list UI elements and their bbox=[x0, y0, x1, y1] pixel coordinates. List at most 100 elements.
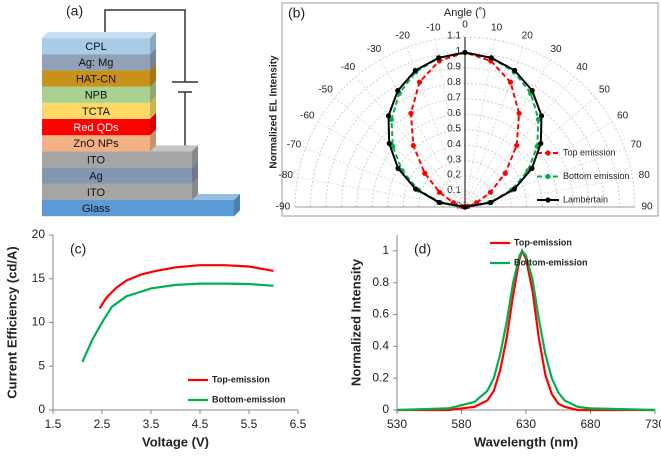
layer-side bbox=[150, 113, 156, 136]
layer bbox=[42, 70, 150, 87]
data-point bbox=[436, 189, 443, 195]
data-point bbox=[462, 49, 468, 56]
layer-side-shade bbox=[192, 145, 198, 168]
data-point bbox=[462, 204, 468, 210]
x-tick-label: 3.5 bbox=[143, 417, 160, 431]
r-tick-label: 0.3 bbox=[447, 154, 461, 165]
data-point bbox=[535, 116, 542, 122]
layer-side bbox=[150, 48, 156, 71]
x-tick-label: 4.5 bbox=[192, 417, 209, 431]
chart-title: Angle (˚) bbox=[444, 7, 486, 19]
panel-frame bbox=[281, 2, 659, 217]
y-axis-title: Normalized Intensity bbox=[348, 258, 363, 386]
layer-label: Ag: Mg bbox=[79, 57, 114, 69]
legend-marker bbox=[545, 150, 551, 156]
r-tick-label: 0.7 bbox=[447, 92, 461, 103]
y-tick-label: 1 bbox=[382, 243, 389, 257]
layer-side-shade bbox=[150, 48, 156, 71]
grid-spoke bbox=[379, 59, 466, 208]
theta-tick-label: 80 bbox=[639, 170, 651, 181]
theta-tick-label: 90 bbox=[641, 202, 653, 213]
x-tick-label: 580 bbox=[451, 417, 471, 431]
data-point bbox=[487, 189, 494, 195]
grid-spoke bbox=[355, 76, 466, 208]
data-point bbox=[412, 67, 418, 74]
layer-side-shade bbox=[150, 113, 156, 136]
y-axis-title: Current Efficiency (cd/A) bbox=[4, 246, 19, 398]
grid-spoke bbox=[464, 39, 496, 208]
theta-tick-label: 50 bbox=[599, 85, 611, 96]
data-point bbox=[502, 170, 508, 176]
series-line bbox=[98, 264, 274, 310]
layer bbox=[42, 183, 192, 200]
layer bbox=[42, 102, 150, 119]
layer-label: ITO bbox=[87, 187, 106, 199]
theta-tick-label: -50 bbox=[318, 85, 333, 96]
y-tick-label: 0.4 bbox=[372, 339, 389, 353]
layer-side-shade bbox=[150, 32, 156, 55]
circuit-wire bbox=[104, 9, 186, 82]
data-point bbox=[422, 170, 428, 176]
r-tick-label: 0.1 bbox=[447, 185, 461, 196]
x-tick-label: 530 bbox=[387, 417, 407, 431]
y-tick-label: 15 bbox=[32, 271, 46, 285]
data-point bbox=[507, 79, 514, 85]
layer-side-shade bbox=[150, 96, 156, 119]
r-tick-label: 0.6 bbox=[447, 108, 461, 119]
y-tick-label: 0.6 bbox=[372, 307, 389, 321]
x-axis-title: Wavelength (nm) bbox=[474, 434, 578, 449]
grid-spoke bbox=[434, 39, 466, 208]
layer bbox=[42, 167, 192, 184]
theta-tick-label: 40 bbox=[576, 62, 588, 73]
data-point bbox=[538, 140, 544, 147]
legend-marker bbox=[545, 173, 551, 180]
y-tick-label: 10 bbox=[32, 315, 46, 329]
grid-spoke bbox=[334, 97, 466, 208]
data-point bbox=[413, 186, 419, 192]
x-tick-label: 730 bbox=[645, 417, 661, 431]
layer-label: Glass bbox=[82, 203, 111, 215]
grid-spoke bbox=[464, 59, 551, 208]
grid-spoke bbox=[305, 148, 466, 208]
device-stack: Glass ITO Ag ITO ZnO NPs Red QDs TCTA NPB HAT-CN… bbox=[42, 32, 240, 217]
layer-top-shade bbox=[42, 32, 156, 38]
layer bbox=[42, 54, 150, 71]
x-tick-label: 2.5 bbox=[94, 417, 111, 431]
legend-label: Top-emission bbox=[212, 374, 270, 384]
data-point bbox=[538, 113, 545, 119]
series-line bbox=[397, 247, 655, 412]
layer-side bbox=[150, 96, 156, 119]
x-tick-label: 6.5 bbox=[290, 417, 307, 431]
layer-side-shade bbox=[234, 194, 240, 217]
theta-tick-label: 70 bbox=[630, 139, 642, 150]
series-line bbox=[81, 282, 274, 363]
layer bbox=[42, 135, 150, 152]
layer-label: HAT-CN bbox=[76, 73, 116, 85]
theta-tick-label: -40 bbox=[341, 62, 356, 73]
theta-tick-label: 30 bbox=[550, 44, 562, 55]
legend-label: Bottom emission bbox=[563, 171, 630, 181]
layer-side-shade bbox=[192, 177, 198, 200]
data-point bbox=[386, 140, 392, 147]
legend-label: Top-emission bbox=[514, 237, 572, 247]
y-tick-label: 20 bbox=[32, 227, 46, 241]
data-point bbox=[514, 142, 520, 149]
layer-label: NPB bbox=[85, 90, 108, 102]
layer-side-shade bbox=[150, 129, 156, 152]
data-point bbox=[388, 116, 395, 122]
x-tick-label: 680 bbox=[580, 417, 600, 431]
r-tick-label: 0.2 bbox=[447, 170, 461, 181]
layer-side-shade bbox=[150, 64, 156, 87]
layer-side bbox=[150, 80, 156, 103]
layer-side bbox=[192, 161, 198, 184]
y-tick-label: 0.2 bbox=[372, 370, 389, 384]
layer-label: Red QDs bbox=[73, 122, 119, 134]
data-point bbox=[516, 110, 522, 116]
panel-label: (c) bbox=[70, 241, 86, 257]
layer-side-shade bbox=[150, 80, 156, 103]
data-point bbox=[529, 87, 535, 94]
layer bbox=[42, 151, 192, 168]
x-axis-title: Voltage (V) bbox=[142, 434, 209, 449]
panel-label: (a) bbox=[66, 3, 83, 19]
